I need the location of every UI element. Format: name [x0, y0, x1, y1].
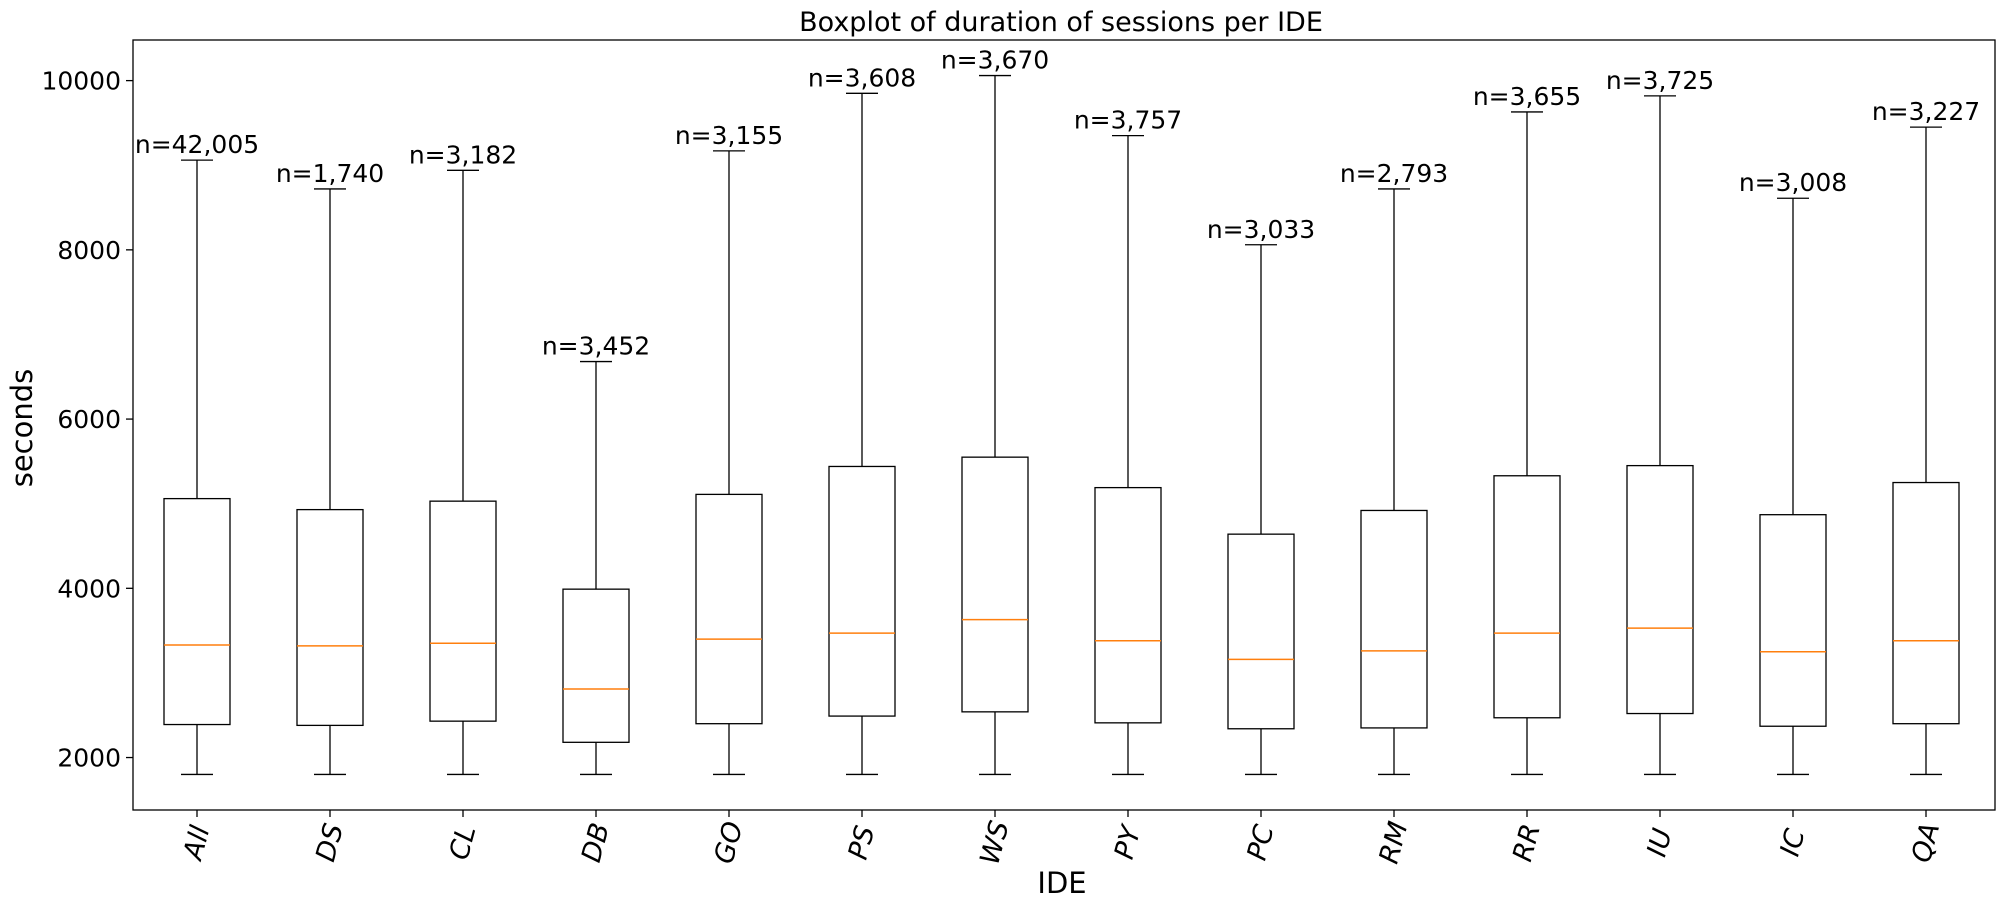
- x-tick-label: DS: [310, 820, 350, 865]
- x-tick-label: PY: [1109, 820, 1148, 862]
- iqr-box: [562, 588, 630, 743]
- x-tick-label: IU: [1641, 825, 1678, 860]
- box-rm: n=2,793: [1340, 159, 1448, 776]
- x-tick-label: All: [177, 822, 216, 865]
- x-tick-label: QA: [1906, 820, 1946, 866]
- box-ps: n=3,608: [808, 63, 916, 776]
- iqr-box: [1360, 509, 1428, 729]
- box-all: n=42,005: [135, 130, 259, 776]
- iqr-box: [296, 508, 364, 727]
- box-qa: n=3,227: [1872, 97, 1980, 776]
- y-tick-label: 10000: [41, 67, 121, 96]
- iqr-box: [1227, 533, 1295, 730]
- iqr-box: [961, 456, 1029, 713]
- y-tick-label: 8000: [57, 236, 121, 265]
- iqr-box: [828, 465, 896, 717]
- n-count-label: n=3,182: [409, 140, 517, 169]
- box-ws: n=3,670: [941, 46, 1049, 776]
- chart-title: Boxplot of duration of sessions per IDE: [799, 7, 1323, 38]
- y-axis-label: seconds: [5, 369, 39, 488]
- n-count-label: n=3,608: [808, 63, 916, 92]
- box-cl: n=3,182: [409, 140, 517, 776]
- x-tick-label: DB: [576, 820, 616, 866]
- y-tick-label: 2000: [57, 744, 121, 773]
- n-count-label: n=3,725: [1606, 66, 1714, 95]
- x-tick-label: RR: [1507, 821, 1547, 865]
- box-ic: n=3,008: [1739, 168, 1847, 776]
- n-count-label: n=42,005: [135, 130, 259, 159]
- iqr-box: [1892, 481, 1960, 725]
- x-axis: All DS CL DB GO PS WS PY PC RM RR IU IC QA: [177, 810, 1946, 868]
- plot-area: [132, 39, 1996, 811]
- x-tick-label: RM: [1374, 818, 1415, 867]
- y-tick-label: 4000: [57, 574, 121, 603]
- n-count-label: n=3,452: [542, 332, 650, 361]
- iqr-box: [429, 500, 497, 722]
- box-py: n=3,757: [1074, 106, 1182, 776]
- box-rr: n=3,655: [1473, 82, 1581, 776]
- n-count-label: n=2,793: [1340, 159, 1448, 188]
- x-tick-label: GO: [709, 818, 750, 867]
- n-count-label: n=3,033: [1207, 215, 1315, 244]
- iqr-box: [1626, 464, 1694, 715]
- iqr-box: [695, 493, 763, 725]
- iqr-box: [1759, 514, 1827, 727]
- x-tick-label: WS: [974, 818, 1015, 868]
- iqr-box: [1094, 486, 1162, 724]
- y-tick-label: 6000: [57, 405, 121, 434]
- n-count-label: n=3,155: [675, 121, 783, 150]
- n-count-label: n=3,655: [1473, 82, 1581, 111]
- x-tick-label: CL: [444, 822, 483, 863]
- x-tick-label: PC: [1242, 822, 1281, 864]
- box-db: n=3,452: [542, 332, 650, 776]
- y-axis: 2000 4000 6000 8000 10000: [41, 67, 133, 773]
- n-count-label: n=3,008: [1739, 168, 1847, 197]
- iqr-box: [1493, 475, 1561, 719]
- n-count-label: n=3,227: [1872, 97, 1980, 126]
- x-tick-label: PS: [843, 823, 882, 863]
- n-count-label: n=1,740: [276, 159, 384, 188]
- boxes: n=42,005 n=1,740 n=3,182 n=3,452 n=3,155 n=3,…: [135, 46, 1980, 776]
- n-count-label: n=3,670: [941, 46, 1049, 75]
- x-tick-label: IC: [1775, 826, 1812, 860]
- box-pc: n=3,033: [1207, 215, 1315, 776]
- iqr-box: [163, 497, 231, 726]
- n-count-label: n=3,757: [1074, 106, 1182, 135]
- x-axis-label: IDE: [1037, 866, 1086, 900]
- box-iu: n=3,725: [1606, 66, 1714, 776]
- box-go: n=3,155: [675, 121, 783, 776]
- box-ds: n=1,740: [276, 159, 384, 776]
